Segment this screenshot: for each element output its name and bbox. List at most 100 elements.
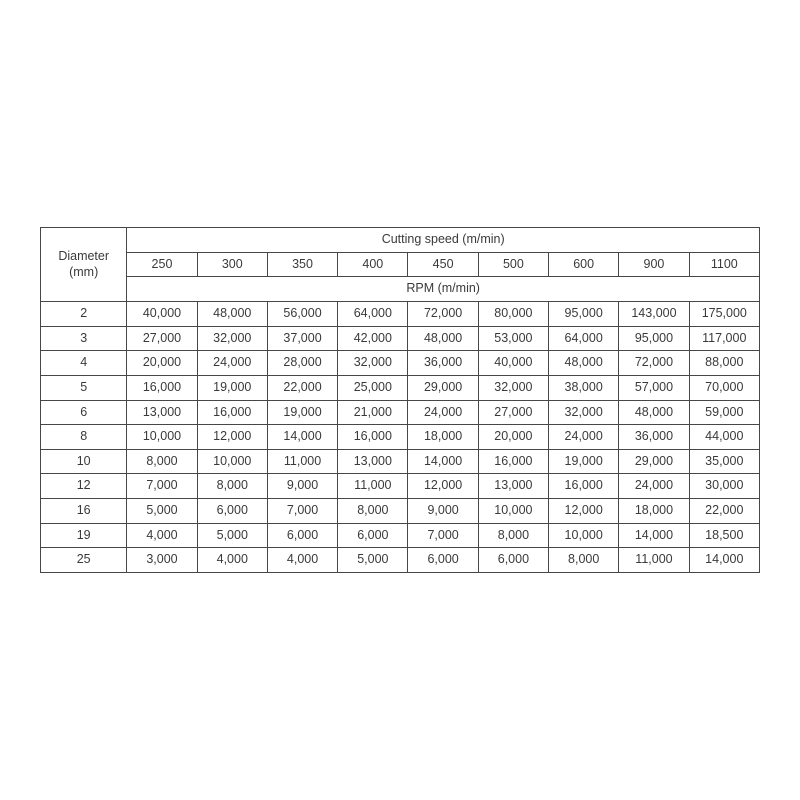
rpm-cell: 48,000 [619,400,689,425]
speed-col-2: 350 [267,252,337,277]
rpm-cell: 19,000 [267,400,337,425]
speed-col-3: 400 [338,252,408,277]
rpm-cell: 18,000 [619,499,689,524]
rpm-cell: 16,000 [338,425,408,450]
rpm-cell: 10,000 [127,425,197,450]
rpm-cell: 37,000 [267,326,337,351]
rpm-cell: 4,000 [197,548,267,573]
speed-col-6: 600 [549,252,619,277]
rpm-cell: 35,000 [689,449,759,474]
speed-col-0: 250 [127,252,197,277]
rpm-cell: 18,500 [689,523,759,548]
rpm-cell: 32,000 [338,351,408,376]
rpm-cell: 5,000 [197,523,267,548]
speed-col-8: 1100 [689,252,759,277]
cutting-speed-header: Cutting speed (m/min) [127,228,760,253]
diameter-cell: 5 [41,375,127,400]
rpm-cell: 6,000 [408,548,478,573]
rpm-cell: 8,000 [127,449,197,474]
rpm-table: Diameter (mm) Cutting speed (m/min) 250 … [40,227,760,573]
rpm-cell: 59,000 [689,400,759,425]
diameter-header-line2: (mm) [69,265,98,279]
rpm-cell: 12,000 [197,425,267,450]
table-row: 108,00010,00011,00013,00014,00016,00019,… [41,449,760,474]
rpm-cell: 48,000 [408,326,478,351]
rpm-cell: 14,000 [619,523,689,548]
rpm-cell: 19,000 [549,449,619,474]
diameter-cell: 3 [41,326,127,351]
rpm-cell: 13,000 [338,449,408,474]
speed-col-7: 900 [619,252,689,277]
rpm-cell: 12,000 [549,499,619,524]
rpm-cell: 42,000 [338,326,408,351]
rpm-cell: 21,000 [338,400,408,425]
rpm-cell: 10,000 [478,499,548,524]
rpm-cell: 13,000 [127,400,197,425]
rpm-cell: 24,000 [549,425,619,450]
table-row: 420,00024,00028,00032,00036,00040,00048,… [41,351,760,376]
diameter-cell: 16 [41,499,127,524]
rpm-cell: 12,000 [408,474,478,499]
rpm-cell: 30,000 [689,474,759,499]
rpm-cell: 20,000 [127,351,197,376]
table-row: 253,0004,0004,0005,0006,0006,0008,00011,… [41,548,760,573]
rpm-cell: 25,000 [338,375,408,400]
rpm-cell: 64,000 [549,326,619,351]
rpm-cell: 8,000 [478,523,548,548]
rpm-cell: 20,000 [478,425,548,450]
rpm-table-body: 240,00048,00056,00064,00072,00080,00095,… [41,302,760,573]
rpm-cell: 16,000 [549,474,619,499]
rpm-cell: 8,000 [338,499,408,524]
rpm-cell: 7,000 [408,523,478,548]
rpm-cell: 14,000 [267,425,337,450]
rpm-cell: 32,000 [549,400,619,425]
table-row: 127,0008,0009,00011,00012,00013,00016,00… [41,474,760,499]
diameter-cell: 6 [41,400,127,425]
table-row: 165,0006,0007,0008,0009,00010,00012,0001… [41,499,760,524]
rpm-cell: 7,000 [267,499,337,524]
rpm-cell: 57,000 [619,375,689,400]
speed-col-5: 500 [478,252,548,277]
rpm-cell: 6,000 [197,499,267,524]
diameter-header-line1: Diameter [58,249,109,263]
rpm-cell: 40,000 [478,351,548,376]
rpm-cell: 4,000 [127,523,197,548]
rpm-cell: 95,000 [619,326,689,351]
rpm-cell: 3,000 [127,548,197,573]
rpm-header: RPM (m/min) [127,277,760,302]
rpm-cell: 22,000 [689,499,759,524]
speed-col-4: 450 [408,252,478,277]
table-row: 613,00016,00019,00021,00024,00027,00032,… [41,400,760,425]
rpm-cell: 72,000 [408,302,478,327]
rpm-cell: 36,000 [408,351,478,376]
rpm-cell: 27,000 [127,326,197,351]
rpm-cell: 28,000 [267,351,337,376]
diameter-cell: 4 [41,351,127,376]
rpm-cell: 8,000 [197,474,267,499]
diameter-header: Diameter (mm) [41,228,127,302]
table-row: 240,00048,00056,00064,00072,00080,00095,… [41,302,760,327]
rpm-cell: 19,000 [197,375,267,400]
rpm-cell: 36,000 [619,425,689,450]
rpm-cell: 10,000 [549,523,619,548]
rpm-cell: 16,000 [197,400,267,425]
rpm-cell: 29,000 [619,449,689,474]
table-row: 810,00012,00014,00016,00018,00020,00024,… [41,425,760,450]
rpm-cell: 14,000 [689,548,759,573]
rpm-cell: 48,000 [549,351,619,376]
rpm-cell: 88,000 [689,351,759,376]
rpm-cell: 24,000 [197,351,267,376]
rpm-cell: 175,000 [689,302,759,327]
table-row: 327,00032,00037,00042,00048,00053,00064,… [41,326,760,351]
rpm-cell: 27,000 [478,400,548,425]
rpm-cell: 6,000 [338,523,408,548]
rpm-cell: 117,000 [689,326,759,351]
rpm-cell: 6,000 [267,523,337,548]
rpm-cell: 4,000 [267,548,337,573]
rpm-cell: 18,000 [408,425,478,450]
rpm-cell: 16,000 [478,449,548,474]
rpm-cell: 32,000 [478,375,548,400]
cutting-speed-row: 250 300 350 400 450 500 600 900 1100 [41,252,760,277]
diameter-cell: 25 [41,548,127,573]
rpm-cell: 13,000 [478,474,548,499]
